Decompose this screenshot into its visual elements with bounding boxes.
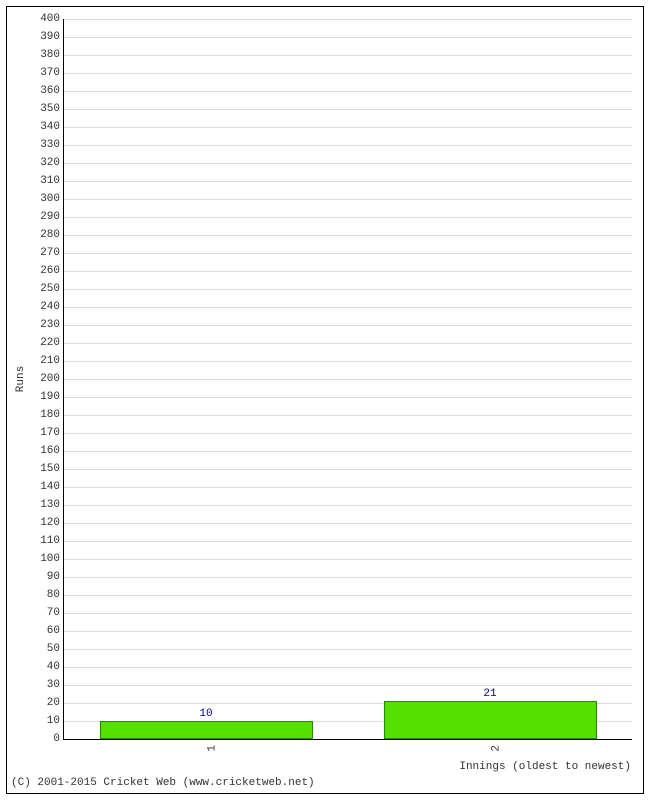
y-tick-label: 210 [40, 355, 64, 367]
gridline [64, 289, 632, 290]
chart-inner-frame: 0102030405060708090100110120130140150160… [6, 6, 644, 794]
gridline [64, 487, 632, 488]
gridline [64, 433, 632, 434]
y-tick-label: 20 [47, 697, 64, 709]
gridline [64, 343, 632, 344]
gridline [64, 595, 632, 596]
gridline [64, 145, 632, 146]
gridline [64, 73, 632, 74]
y-tick-label: 350 [40, 103, 64, 115]
y-tick-label: 120 [40, 517, 64, 529]
bar: 10 [100, 721, 313, 739]
x-tick-label: 2 [491, 745, 503, 752]
y-tick-label: 90 [47, 571, 64, 583]
gridline [64, 559, 632, 560]
y-tick-label: 280 [40, 229, 64, 241]
y-tick-label: 170 [40, 427, 64, 439]
footer-credit: (C) 2001-2015 Cricket Web (www.cricketwe… [11, 777, 315, 789]
y-tick-label: 220 [40, 337, 64, 349]
gridline [64, 181, 632, 182]
y-tick-label: 250 [40, 283, 64, 295]
plot-area: 0102030405060708090100110120130140150160… [63, 19, 632, 740]
y-tick-label: 50 [47, 643, 64, 655]
gridline [64, 361, 632, 362]
bar-value-label: 21 [483, 688, 496, 702]
x-axis-title: Innings (oldest to newest) [459, 761, 631, 773]
gridline [64, 19, 632, 20]
gridline [64, 469, 632, 470]
x-tick-label: 1 [207, 745, 219, 752]
gridline [64, 271, 632, 272]
gridline [64, 307, 632, 308]
gridline [64, 379, 632, 380]
gridline [64, 163, 632, 164]
y-tick-label: 30 [47, 679, 64, 691]
y-tick-label: 260 [40, 265, 64, 277]
y-tick-label: 380 [40, 49, 64, 61]
y-tick-label: 70 [47, 607, 64, 619]
y-tick-label: 60 [47, 625, 64, 637]
y-tick-label: 100 [40, 553, 64, 565]
gridline [64, 667, 632, 668]
y-tick-label: 300 [40, 193, 64, 205]
gridline [64, 613, 632, 614]
y-tick-label: 0 [53, 733, 64, 745]
gridline [64, 109, 632, 110]
y-axis-title: Runs [15, 366, 27, 392]
y-tick-label: 340 [40, 121, 64, 133]
y-tick-label: 200 [40, 373, 64, 385]
gridline [64, 415, 632, 416]
gridline [64, 649, 632, 650]
y-tick-label: 310 [40, 175, 64, 187]
gridline [64, 37, 632, 38]
y-tick-label: 330 [40, 139, 64, 151]
gridline [64, 91, 632, 92]
gridline [64, 253, 632, 254]
y-tick-label: 370 [40, 67, 64, 79]
y-tick-label: 320 [40, 157, 64, 169]
gridline [64, 685, 632, 686]
y-tick-label: 180 [40, 409, 64, 421]
y-tick-label: 130 [40, 499, 64, 511]
y-tick-label: 270 [40, 247, 64, 259]
y-tick-label: 360 [40, 85, 64, 97]
y-tick-label: 240 [40, 301, 64, 313]
gridline [64, 541, 632, 542]
gridline [64, 505, 632, 506]
gridline [64, 55, 632, 56]
gridline [64, 217, 632, 218]
bar: 21 [384, 701, 597, 739]
gridline [64, 325, 632, 326]
y-tick-label: 290 [40, 211, 64, 223]
y-tick-label: 400 [40, 13, 64, 25]
gridline [64, 523, 632, 524]
gridline [64, 451, 632, 452]
y-tick-label: 110 [40, 535, 64, 547]
gridline [64, 577, 632, 578]
gridline [64, 631, 632, 632]
y-tick-label: 160 [40, 445, 64, 457]
y-tick-label: 40 [47, 661, 64, 673]
y-tick-label: 80 [47, 589, 64, 601]
y-tick-label: 140 [40, 481, 64, 493]
y-tick-label: 10 [47, 715, 64, 727]
gridline [64, 235, 632, 236]
y-tick-label: 190 [40, 391, 64, 403]
y-tick-label: 150 [40, 463, 64, 475]
gridline [64, 127, 632, 128]
gridline [64, 199, 632, 200]
y-tick-label: 230 [40, 319, 64, 331]
chart-frame: 0102030405060708090100110120130140150160… [0, 0, 650, 800]
bar-value-label: 10 [199, 708, 212, 722]
gridline [64, 397, 632, 398]
y-tick-label: 390 [40, 31, 64, 43]
